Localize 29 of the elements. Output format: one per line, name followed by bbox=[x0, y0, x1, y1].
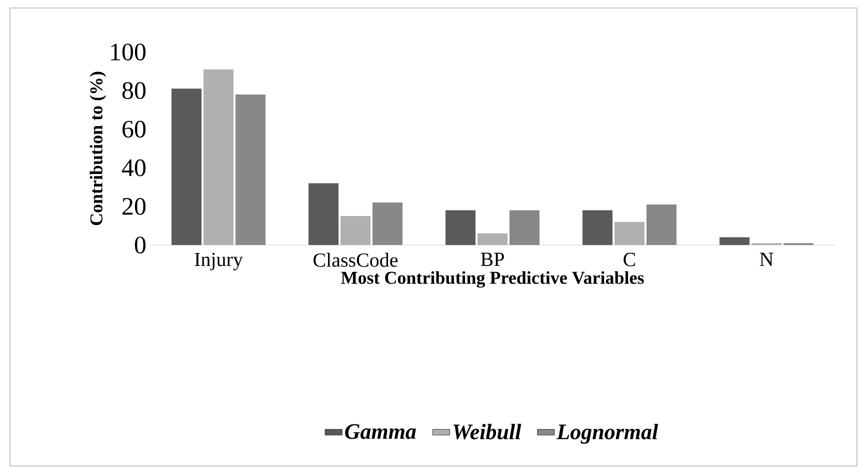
bar bbox=[720, 237, 750, 245]
bar bbox=[446, 210, 476, 245]
y-tick-label: 0 bbox=[134, 236, 146, 254]
bar bbox=[646, 204, 677, 245]
x-tick-label: ClassCode bbox=[314, 252, 398, 267]
x-tick-label: BP bbox=[480, 252, 504, 266]
bar bbox=[372, 202, 403, 245]
bar bbox=[172, 88, 202, 245]
legend-label: Lognormal bbox=[556, 424, 658, 444]
x-tick-label: C bbox=[624, 252, 636, 266]
bar bbox=[236, 94, 266, 245]
x-axis-title: Most Contributing Predictive Variables bbox=[341, 271, 644, 288]
bar bbox=[582, 210, 613, 245]
bar bbox=[614, 222, 645, 245]
bar bbox=[340, 216, 371, 245]
x-tick-label: Injury bbox=[194, 252, 243, 270]
legend-label: Weibull bbox=[453, 424, 522, 440]
bar bbox=[308, 183, 339, 245]
legend-label: Gamma bbox=[345, 424, 416, 439]
y-tick-label: 40 bbox=[122, 159, 146, 176]
y-axis-title: Contribution to (%) bbox=[90, 72, 106, 226]
bar bbox=[478, 233, 508, 245]
x-tick-label: N bbox=[760, 252, 774, 266]
bar bbox=[510, 210, 540, 245]
y-tick-label: 100 bbox=[111, 44, 146, 60]
bar bbox=[204, 69, 234, 245]
y-tick-label: 80 bbox=[122, 82, 146, 100]
y-tick-label: 20 bbox=[122, 198, 146, 215]
y-tick-label: 60 bbox=[122, 120, 146, 138]
